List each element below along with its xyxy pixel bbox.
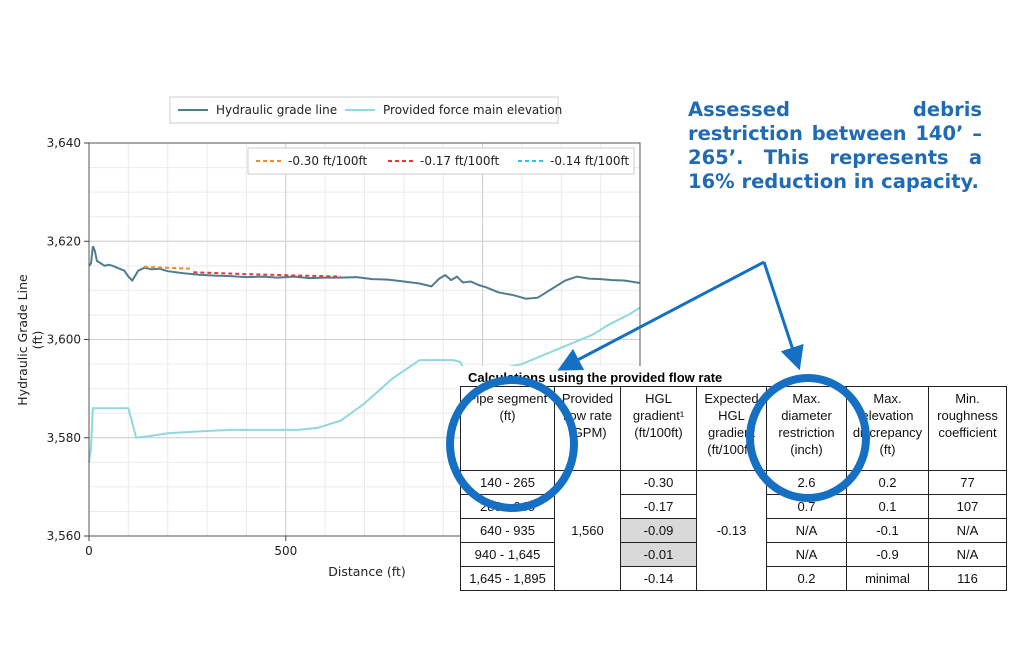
table-title: Calculations using the provided flow rat… (468, 370, 723, 385)
cell-segment: 280 - 640 (460, 494, 555, 519)
cell-roughness: N/A (928, 542, 1007, 567)
cell-roughness: 77 (928, 470, 1007, 495)
y-axis-unit-label: (ft) (30, 331, 45, 350)
header-pipe-segment: Pipe segment (ft) (460, 386, 555, 471)
cell-segment: 640 - 935 (460, 518, 555, 543)
y-tick-label: 3,640 (47, 136, 81, 150)
calculation-table-panel: Calculations using the provided flow rat… (460, 366, 1007, 591)
legend-inner-box (247, 147, 635, 175)
legend-main-label: Hydraulic grade line (216, 103, 337, 117)
legend-main-label: Provided force main elevation (383, 103, 562, 117)
cell-roughness: 116 (928, 566, 1007, 591)
cell-hgl: -0.17 (620, 494, 697, 519)
cell-segment: 1,645 - 1,895 (460, 566, 555, 591)
cell-roughness: N/A (928, 518, 1007, 543)
cell-diameter: 2.6 (766, 470, 847, 495)
calculation-table: Pipe segment (ft) Provided flow rate (GP… (460, 386, 1007, 591)
x-axis-label: Distance (ft) (328, 564, 405, 579)
cell-hgl: -0.09 (620, 518, 697, 543)
legend-inner-label: -0.30 ft/100ft (288, 154, 368, 168)
cell-flow-rate: 1,560 (554, 470, 621, 591)
series-line-provided-force-main-elevation (88, 306, 641, 463)
legend-inner-label: -0.14 ft/100ft (550, 154, 630, 168)
header-hgl-gradient: HGL gradient¹ (ft/100ft) (620, 386, 697, 471)
table-row: 640 - 935 -0.09 N/A -0.1 N/A (460, 518, 1007, 543)
y-tick-label: 3,600 (47, 333, 81, 347)
cell-hgl: -0.30 (620, 470, 697, 495)
table-row: 140 - 265 1,560 -0.30 -0.13 2.6 0.2 77 (460, 470, 1007, 591)
series-line--0-30-ft-100ft (144, 265, 194, 270)
x-tick-label: 0 (85, 544, 93, 558)
y-tick-label: 3,620 (47, 234, 81, 248)
header-min-roughness: Min. roughness coefficient (928, 386, 1007, 471)
chart-legend: Hydraulic grade line Provided force main … (169, 96, 635, 175)
cell-diameter: 0.7 (766, 494, 847, 519)
chart-series (88, 245, 641, 463)
y-axis-label: Hydraulic Grade Line (15, 274, 30, 406)
cell-roughness: 107 (928, 494, 1007, 519)
header-expected-gradient: Expected HGL gradient (ft/100ft) (696, 386, 767, 471)
x-tick-label: 500 (274, 544, 297, 558)
cell-segment: 140 - 265 (460, 470, 555, 495)
cell-elevation: 0.1 (846, 494, 929, 519)
cell-diameter: N/A (766, 518, 847, 543)
cell-hgl: -0.14 (620, 566, 697, 591)
cell-expected-gradient: -0.13 (696, 470, 767, 591)
cell-elevation: -0.1 (846, 518, 929, 543)
series-line-hydraulic-grade-line (88, 245, 641, 300)
y-tick-label: 3,560 (47, 529, 81, 543)
cell-diameter: N/A (766, 542, 847, 567)
y-tick-label: 3,580 (47, 431, 81, 445)
table-row: 940 - 1,645 -0.01 N/A -0.9 N/A (460, 542, 1007, 567)
cell-diameter: 0.2 (766, 566, 847, 591)
cell-elevation: minimal (846, 566, 929, 591)
legend-inner-label: -0.17 ft/100ft (420, 154, 500, 168)
cell-hgl: -0.01 (620, 542, 697, 567)
table-row: 1,645 - 1,895 -0.14 0.2 minimal 116 (460, 566, 1007, 591)
header-max-elevation: Max. elevation discrepancy (ft) (846, 386, 929, 471)
table-header-row: Pipe segment (ft) Provided flow rate (GP… (460, 386, 1007, 471)
header-flow-rate: Provided flow rate (GPM) (554, 386, 621, 471)
cell-elevation: -0.9 (846, 542, 929, 567)
header-max-diameter: Max. diameter restriction (inch) (766, 386, 847, 471)
callout-text: Assessed debris restriction between 140’… (688, 98, 982, 193)
cell-segment: 940 - 1,645 (460, 542, 555, 567)
cell-elevation: 0.2 (846, 470, 929, 495)
series-line--0-17-ft-100ft (193, 271, 341, 278)
